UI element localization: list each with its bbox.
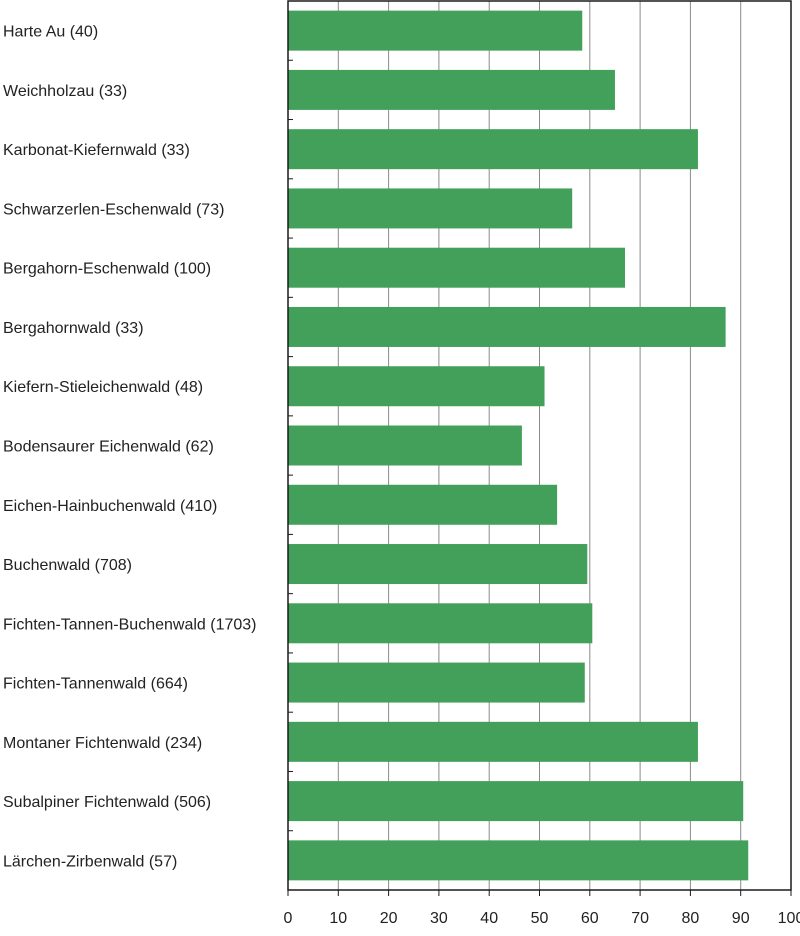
x-tick-label: 90: [732, 910, 750, 927]
bar: [288, 247, 626, 288]
category-label: Eichen-Hainbuchenwald (410): [3, 498, 217, 515]
x-tick-label: 10: [329, 910, 347, 927]
bar: [288, 721, 698, 762]
x-tick-label: 80: [682, 910, 700, 927]
category-label: Fichten-Tannenwald (664): [3, 676, 188, 693]
category-label: Fichten-Tannen-Buchenwald (1703): [3, 616, 256, 633]
x-tick-label: 40: [480, 910, 498, 927]
category-label: Schwarzerlen-Eschenwald (73): [3, 201, 224, 218]
category-label: Karbonat-Kiefernwald (33): [3, 142, 190, 159]
bar: [288, 425, 522, 466]
bar: [288, 366, 545, 407]
y-tick-marks: [288, 59, 293, 832]
bar: [288, 662, 585, 703]
bar: [288, 129, 698, 170]
category-label: Bergahorn-Eschenwald (100): [3, 261, 211, 278]
x-tick-label: 100: [778, 910, 800, 927]
bar: [288, 188, 573, 229]
category-label: Montaner Fichtenwald (234): [3, 735, 202, 752]
category-label: Harte Au (40): [3, 24, 98, 41]
bar: [288, 69, 615, 110]
category-label: Kiefern-Stieleichenwald (48): [3, 379, 203, 396]
category-label: Subalpiner Fichtenwald (506): [3, 794, 211, 811]
bar: [288, 781, 744, 822]
bar: [288, 840, 749, 881]
x-tick-label: 30: [430, 910, 448, 927]
category-labels: Harte Au (40) Weichholzau (33) Karbonat-Ki…: [3, 24, 256, 871]
category-label: Buchenwald (708): [3, 557, 132, 574]
bar: [288, 484, 558, 525]
bar: [288, 544, 588, 585]
x-tick-label: 50: [531, 910, 549, 927]
bars: [288, 10, 749, 881]
x-tick-label: 70: [631, 910, 649, 927]
bar: [288, 306, 726, 347]
category-label: Bergahornwald (33): [3, 320, 144, 337]
bar: [288, 10, 583, 51]
x-tick-label: 0: [284, 910, 293, 927]
category-label: Lärchen-Zirbenwald (57): [3, 853, 177, 870]
category-label: Bodensaurer Eichenwald (62): [3, 439, 214, 456]
x-tick-label: 20: [380, 910, 398, 927]
x-tick-labels: 0 10 20 30 40 50 60 70 80 90 100: [284, 890, 800, 927]
x-tick-label: 60: [581, 910, 599, 927]
bar: [288, 603, 593, 644]
category-label: Weichholzau (33): [3, 83, 127, 100]
